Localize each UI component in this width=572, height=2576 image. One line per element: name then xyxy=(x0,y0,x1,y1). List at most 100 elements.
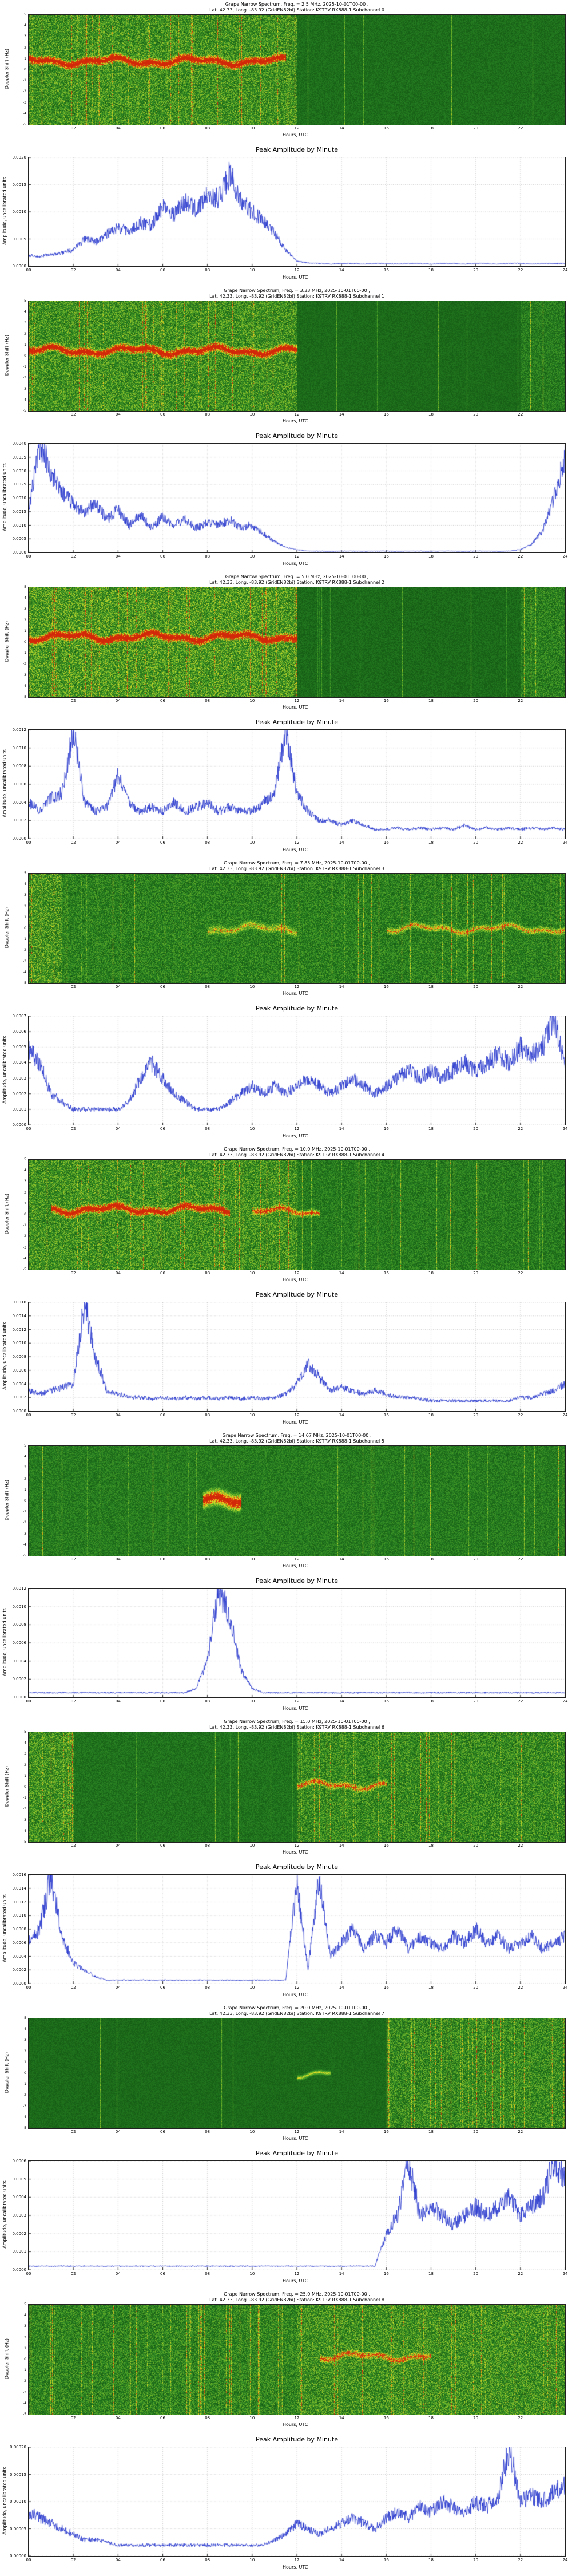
spectrogram-x-tick-label: 18 xyxy=(428,698,434,703)
amplitude-x-tick-label: 22 xyxy=(518,2271,523,2276)
spectrogram-y-tick-label: 4 xyxy=(24,23,26,28)
spectrogram-x-tick-label: 12 xyxy=(294,985,300,989)
spectrogram-x-tick-label: 22 xyxy=(518,1557,523,1562)
amplitude-plot-area xyxy=(28,729,566,839)
spectrogram-x-tick-label: 16 xyxy=(383,1557,389,1562)
spectrogram-canvas-6 xyxy=(29,1732,565,1842)
spectrogram-y-tick-label: 1 xyxy=(24,2060,26,2064)
amplitude-x-tick-label: 06 xyxy=(160,1413,165,1417)
spectrogram-x-tick-label: 22 xyxy=(518,1843,523,1848)
spectrogram-chart-8: Grape Narrow Spectrum, Freq. = 25.0 MHz,… xyxy=(0,2290,572,2433)
amplitude-y-tick-label: 0.0005 xyxy=(12,2176,27,2182)
spectrogram-title-line1: Grape Narrow Spectrum, Freq. = 20.0 MHz,… xyxy=(224,2005,370,2010)
amplitude-x-tick-label: 08 xyxy=(205,1127,210,1131)
spectrogram-y-tick-label: -2 xyxy=(23,89,26,94)
spectrogram-y-tick-label: 2 xyxy=(24,904,26,908)
spectrogram-x-tick-label: 22 xyxy=(518,985,523,989)
spectrogram-x-tick-label: 20 xyxy=(473,1271,479,1275)
amplitude-y-tick-label: 0.0000 xyxy=(12,2267,27,2272)
amplitude-y-tick-label: 0.0008 xyxy=(12,1354,27,1359)
amplitude-plot-area xyxy=(28,157,566,267)
amplitude-x-tick-label: 16 xyxy=(383,1413,389,1417)
amplitude-x-tick-label: 04 xyxy=(115,1699,121,1704)
amplitude-x-axis-label: Hours, UTC xyxy=(283,275,308,280)
spectrogram-y-tick-label: -5 xyxy=(23,981,26,985)
amplitude-y-tick-label: 0.0035 xyxy=(12,455,27,460)
spectrogram-y-tick-label: 3 xyxy=(24,607,26,611)
spectrogram-y-tick-label: 1 xyxy=(24,1487,26,1492)
spectrogram-x-tick-label: 16 xyxy=(383,1271,389,1275)
amplitude-y-tick-label: 0.0010 xyxy=(12,210,27,214)
amplitude-plot-area xyxy=(28,2160,566,2270)
amplitude-y-axis-label: Amplitude, uncalibrated units xyxy=(2,2180,7,2249)
amplitude-x-tick-label: 22 xyxy=(518,1985,523,1990)
amplitude-chart-8: Peak Amplitude by Minute 00 02 04 06 08 10 12 14… xyxy=(0,2433,572,2576)
spectrogram-y-tick-label: 3 xyxy=(24,2324,26,2329)
spectrogram-y-tick-label: 4 xyxy=(24,2027,26,2032)
spectrogram-x-tick-label: 10 xyxy=(249,1843,255,1848)
amplitude-x-tick-label: 06 xyxy=(160,840,165,845)
spectrogram-x-tick-label: 20 xyxy=(473,1557,479,1562)
spectrogram-y-tick-label: -2 xyxy=(23,948,26,953)
amplitude-y-tick-label: 0.0000 xyxy=(12,1409,27,1413)
spectrogram-x-tick-label: 06 xyxy=(160,698,165,703)
spectrogram-x-tick-label: 14 xyxy=(339,126,344,131)
spectrogram-y-axis-label: Doppler Shift (Hz) xyxy=(4,2052,10,2093)
amplitude-x-tick-label: 20 xyxy=(473,2271,479,2276)
amplitude-y-tick-label: 0.0000 xyxy=(12,550,27,555)
amplitude-y-tick-label: 0.0000 xyxy=(12,264,27,268)
spectrogram-x-tick-label: 02 xyxy=(70,698,76,703)
spectrogram-x-tick-label: 18 xyxy=(428,985,434,989)
amplitude-y-tick-label: 0.0002 xyxy=(12,1395,27,1400)
amplitude-y-tick-label: 0.0008 xyxy=(12,764,27,769)
spectrogram-x-tick-label: 14 xyxy=(339,985,344,989)
amplitude-x-tick-label: 22 xyxy=(518,1699,523,1704)
amplitude-chart-1: Peak Amplitude by Minute 00 02 04 06 08 10 12 14… xyxy=(0,429,572,572)
amplitude-y-tick-label: 0.00020 xyxy=(10,2445,26,2449)
amplitude-x-tick-label: 16 xyxy=(383,840,389,845)
spectrogram-y-tick-label: -4 xyxy=(23,1542,26,1547)
spectrogram-y-tick-label: 5 xyxy=(24,1730,26,1734)
spectrogram-y-axis-label: Doppler Shift (Hz) xyxy=(4,48,10,90)
amplitude-y-tick-label: 0.0002 xyxy=(12,2231,27,2236)
spectrogram-x-tick-label: 06 xyxy=(160,2129,165,2134)
spectrogram-x-tick-label: 02 xyxy=(70,126,76,131)
amplitude-canvas-3 xyxy=(29,1016,565,1125)
spectrogram-x-tick-label: 08 xyxy=(205,1557,210,1562)
amplitude-plot-area xyxy=(28,1874,566,1984)
amplitude-y-tick-label: 0.0040 xyxy=(12,441,27,446)
amplitude-y-tick-label: 0.0008 xyxy=(12,1927,27,1931)
spectrogram-x-tick-label: 12 xyxy=(294,1843,300,1848)
amplitude-y-axis-label: Amplitude, uncalibrated units xyxy=(2,1036,7,1104)
amplitude-x-tick-label: 18 xyxy=(428,1127,434,1131)
spectrogram-x-tick-label: 06 xyxy=(160,985,165,989)
spectrogram-y-tick-label: -1 xyxy=(23,1223,26,1228)
amplitude-y-tick-label: 0.0001 xyxy=(12,1107,27,1112)
spectrogram-y-tick-label: 3 xyxy=(24,1752,26,1756)
amplitude-y-tick-label: 0.0004 xyxy=(12,1381,27,1386)
amplitude-canvas-5 xyxy=(29,1589,565,1697)
spectrogram-x-tick-label: 20 xyxy=(473,412,479,417)
amplitude-canvas-0 xyxy=(29,157,565,266)
amplitude-y-tick-label: 0.0000 xyxy=(12,1123,27,1127)
spectrogram-y-axis-label: Doppler Shift (Hz) xyxy=(4,1479,10,1521)
amplitude-x-tick-label: 16 xyxy=(383,1699,389,1704)
amplitude-x-tick-label: 24 xyxy=(562,1413,568,1417)
spectrogram-x-tick-label: 04 xyxy=(115,1271,121,1275)
spectrogram-x-tick-label: 14 xyxy=(339,1271,344,1275)
spectrogram-x-axis-label: Hours, UTC xyxy=(283,1277,308,1282)
amplitude-x-tick-label: 02 xyxy=(70,1699,76,1704)
spectrogram-y-tick-label: -3 xyxy=(23,673,26,677)
amplitude-y-tick-label: 0.0008 xyxy=(12,1622,27,1627)
amplitude-x-tick-label: 06 xyxy=(160,2271,165,2276)
spectrogram-x-axis-label: Hours, UTC xyxy=(283,1850,308,1855)
spectrogram-y-tick-label: -3 xyxy=(23,1818,26,1822)
spectrogram-x-tick-label: 02 xyxy=(70,412,76,417)
spectrogram-y-tick-label: 5 xyxy=(24,2302,26,2306)
amplitude-canvas-4 xyxy=(29,1302,565,1411)
amplitude-x-tick-label: 22 xyxy=(518,268,523,272)
amplitude-y-tick-label: 0.0003 xyxy=(12,1076,27,1081)
spectrogram-y-axis-label: Doppler Shift (Hz) xyxy=(4,2338,10,2380)
spectrogram-y-tick-label: -1 xyxy=(23,2082,26,2087)
spectrogram-title-line1: Grape Narrow Spectrum, Freq. = 5.0 MHz, … xyxy=(225,574,369,579)
